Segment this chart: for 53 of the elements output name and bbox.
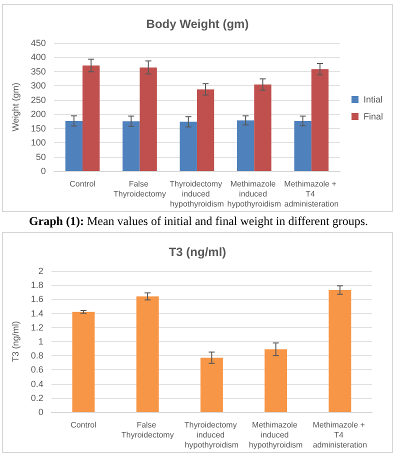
bar	[196, 89, 214, 171]
y-tick-label: 250	[30, 94, 46, 105]
y-tick-label: 450	[30, 38, 46, 48]
y-axis-title: T3 (ng/ml)	[10, 320, 20, 362]
x-tick-label: Control	[70, 420, 97, 430]
y-tick-label: 1.4	[30, 308, 44, 318]
bar	[136, 296, 159, 412]
y-tick-label: 0.8	[30, 350, 44, 361]
bar	[254, 84, 272, 171]
y-tick-label: 0.2	[30, 392, 44, 403]
bar	[328, 290, 352, 412]
bar	[237, 120, 254, 171]
x-tick-label: Methimazole + T4 administeration	[312, 420, 368, 450]
y-axis-title: Weight (gm)	[10, 82, 20, 132]
y-tick-label: 1	[38, 336, 44, 346]
x-tick-label: Methimazole induced hypothyroidism	[248, 420, 304, 450]
y-tick-label: 200	[30, 109, 46, 120]
legend-label: Intial	[363, 94, 383, 104]
bar	[294, 120, 312, 171]
y-tick-label: 0.4	[30, 378, 44, 389]
bar	[122, 121, 140, 171]
y-tick-label: 0	[40, 166, 46, 176]
x-tick-label: Thyroidectomy induced hypothyroidism	[184, 420, 240, 450]
text: Graph (1): Mean values of initial and final weight in different groups.	[28, 214, 370, 229]
chart-title: Body Weight (gm)	[146, 17, 249, 31]
y-tick-label: 400	[30, 52, 46, 62]
legend-label: Final	[363, 112, 384, 122]
x-tick-label: Thyroidectomy induced hypothyroidism	[170, 180, 224, 208]
y-tick-label: 0.6	[30, 364, 44, 375]
y-tick-label: 350	[30, 66, 46, 76]
y-tick-label: 300	[30, 80, 46, 91]
y-tick-label: 1.6	[30, 294, 44, 304]
y-tick-label: 50	[36, 152, 46, 162]
x-tick-label: False Thyroidectomy	[121, 420, 174, 440]
y-tick-label: 1.2	[30, 322, 44, 332]
bar	[200, 358, 223, 412]
y-tick-label: 1.8	[30, 280, 44, 290]
bar	[72, 312, 95, 412]
bar	[180, 122, 197, 171]
x-tick-label: Control	[70, 180, 96, 188]
x-tick-label: Methimazole + T4 administeration	[284, 180, 339, 208]
y-tick-label: 150	[30, 123, 46, 134]
bar	[311, 69, 329, 171]
bar	[65, 120, 83, 171]
y-tick-label: 100	[30, 138, 46, 148]
x-tick-label: False Thyroidectomy	[114, 180, 166, 198]
y-tick-label: 0	[38, 407, 44, 417]
chart-title: T3 (ng/ml)	[168, 245, 226, 259]
x-tick-label: Methimazole induced hypothyroidism	[227, 180, 282, 208]
bar	[264, 349, 288, 412]
bar	[140, 67, 157, 171]
y-tick-label: 2	[38, 266, 44, 276]
bar	[82, 65, 100, 171]
